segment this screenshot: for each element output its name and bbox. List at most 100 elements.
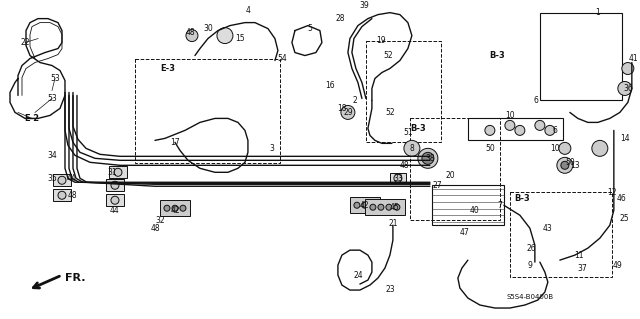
Text: 6: 6 bbox=[552, 126, 557, 135]
Text: 3: 3 bbox=[269, 144, 275, 153]
Bar bbox=[135, 58, 280, 163]
Text: 53: 53 bbox=[47, 94, 57, 103]
Bar bbox=[160, 200, 190, 216]
Circle shape bbox=[111, 196, 119, 204]
Text: 22: 22 bbox=[20, 38, 29, 47]
Bar bbox=[350, 197, 380, 213]
Text: 26: 26 bbox=[526, 244, 536, 253]
Text: 32: 32 bbox=[155, 216, 164, 225]
Text: 30: 30 bbox=[203, 24, 213, 33]
Circle shape bbox=[557, 157, 573, 173]
Circle shape bbox=[394, 204, 400, 210]
Circle shape bbox=[111, 181, 119, 189]
Text: 8: 8 bbox=[410, 144, 414, 153]
Text: 46: 46 bbox=[617, 194, 627, 203]
Circle shape bbox=[186, 30, 198, 41]
Bar bbox=[365, 199, 405, 215]
Text: 52: 52 bbox=[383, 51, 393, 60]
Bar bbox=[432, 185, 504, 225]
Text: 50: 50 bbox=[485, 144, 495, 153]
Text: 25: 25 bbox=[619, 214, 628, 223]
Text: 45: 45 bbox=[390, 203, 400, 212]
Text: 21: 21 bbox=[388, 219, 397, 228]
Circle shape bbox=[535, 120, 545, 130]
Circle shape bbox=[545, 125, 555, 135]
Text: 18: 18 bbox=[337, 104, 347, 113]
Circle shape bbox=[180, 205, 186, 211]
Text: 17: 17 bbox=[170, 138, 180, 147]
Circle shape bbox=[341, 106, 355, 119]
Circle shape bbox=[418, 148, 438, 168]
Bar bbox=[390, 173, 406, 183]
Bar bbox=[106, 194, 124, 206]
Text: 14: 14 bbox=[620, 134, 630, 143]
Text: 42: 42 bbox=[360, 201, 370, 210]
Text: S5S4-B0400B: S5S4-B0400B bbox=[506, 294, 554, 300]
Circle shape bbox=[217, 28, 233, 44]
Text: 48: 48 bbox=[400, 161, 410, 170]
Text: 24: 24 bbox=[353, 271, 363, 279]
Text: 38: 38 bbox=[425, 154, 435, 163]
Text: E-3: E-3 bbox=[161, 64, 175, 73]
Circle shape bbox=[622, 63, 634, 75]
Text: 5: 5 bbox=[307, 24, 312, 33]
Circle shape bbox=[592, 140, 608, 156]
Bar bbox=[53, 174, 71, 186]
Text: 34: 34 bbox=[47, 151, 57, 160]
Circle shape bbox=[618, 81, 632, 95]
Text: FR.: FR. bbox=[65, 273, 86, 283]
Text: 36: 36 bbox=[623, 84, 633, 93]
Text: 47: 47 bbox=[460, 228, 470, 237]
Text: 6: 6 bbox=[533, 96, 538, 105]
Bar bbox=[468, 118, 563, 140]
Text: 42: 42 bbox=[170, 206, 180, 215]
Circle shape bbox=[58, 191, 66, 199]
Circle shape bbox=[378, 204, 384, 210]
Circle shape bbox=[362, 202, 368, 208]
Circle shape bbox=[505, 120, 515, 130]
Text: 52: 52 bbox=[385, 108, 395, 117]
Text: 12: 12 bbox=[607, 188, 616, 197]
Text: E-2: E-2 bbox=[24, 114, 40, 123]
Circle shape bbox=[404, 140, 420, 156]
Text: 13: 13 bbox=[570, 161, 580, 170]
Text: 11: 11 bbox=[574, 251, 584, 260]
Text: 44: 44 bbox=[110, 206, 120, 215]
Text: 41: 41 bbox=[629, 54, 639, 63]
Circle shape bbox=[58, 176, 66, 184]
Text: 15: 15 bbox=[235, 34, 244, 43]
Text: 10: 10 bbox=[505, 111, 515, 120]
Text: 31: 31 bbox=[107, 168, 116, 177]
Text: 7: 7 bbox=[497, 201, 502, 210]
Text: 51: 51 bbox=[403, 128, 413, 137]
Bar bbox=[106, 179, 124, 191]
Text: B-3: B-3 bbox=[514, 194, 530, 203]
Text: 37: 37 bbox=[577, 263, 587, 273]
Text: 20: 20 bbox=[445, 171, 454, 180]
Bar bbox=[366, 41, 441, 142]
Bar bbox=[410, 118, 500, 220]
Text: 44: 44 bbox=[67, 174, 77, 183]
Text: 48: 48 bbox=[150, 224, 160, 233]
Text: 9: 9 bbox=[527, 261, 532, 270]
Text: 48: 48 bbox=[185, 28, 195, 37]
Circle shape bbox=[394, 174, 402, 182]
Bar bbox=[540, 13, 622, 100]
Bar bbox=[53, 189, 71, 201]
Text: B-3: B-3 bbox=[410, 124, 426, 133]
Circle shape bbox=[422, 152, 434, 164]
Circle shape bbox=[164, 205, 170, 211]
Bar bbox=[109, 166, 127, 178]
Text: 54: 54 bbox=[277, 54, 287, 63]
Circle shape bbox=[559, 142, 571, 154]
Text: B-3: B-3 bbox=[489, 51, 505, 60]
Text: 35: 35 bbox=[47, 174, 57, 183]
Bar bbox=[510, 192, 612, 277]
Circle shape bbox=[386, 204, 392, 210]
Circle shape bbox=[515, 125, 525, 135]
Text: 23: 23 bbox=[385, 285, 395, 293]
Text: 40: 40 bbox=[470, 206, 480, 215]
Text: 49: 49 bbox=[613, 261, 623, 270]
Circle shape bbox=[354, 202, 360, 208]
Text: 19: 19 bbox=[376, 36, 386, 45]
